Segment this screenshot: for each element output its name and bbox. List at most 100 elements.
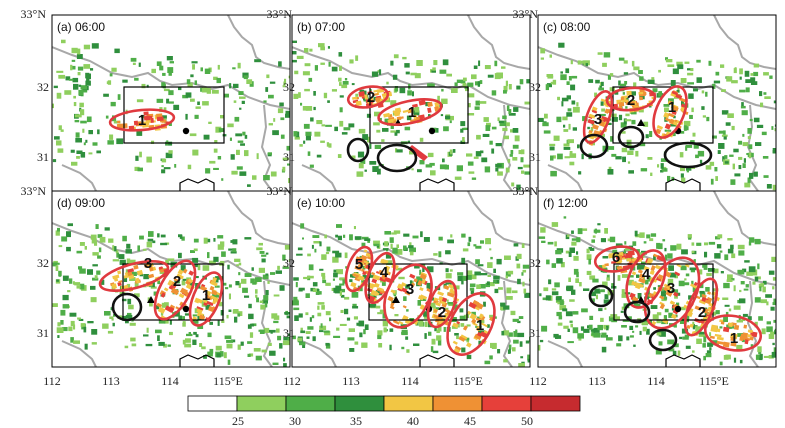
storm-cell-ring xyxy=(593,245,641,273)
lat-label: 31 xyxy=(529,326,541,340)
map-panel: 6 43 2 1 (f) 12:00 xyxy=(537,190,777,368)
panel-label: (d) 09:00 xyxy=(57,196,105,210)
colorbar-tick-label: 40 xyxy=(407,414,419,428)
highlight-ring xyxy=(111,292,143,322)
highlight-ring xyxy=(346,137,370,163)
lat-label: 32 xyxy=(283,80,295,94)
lon-label: 115°E xyxy=(453,374,483,388)
lat-label: 32 xyxy=(283,256,295,270)
station-triangle xyxy=(637,119,645,126)
panel-label: (f) 12:00 xyxy=(543,196,588,210)
storm-cell-number: 2 xyxy=(438,304,446,321)
colorbar-segment xyxy=(432,395,483,412)
panel-frame xyxy=(51,190,291,368)
storm-cell-ring xyxy=(153,259,197,321)
boundary-outline xyxy=(419,178,455,191)
colorbar-segment xyxy=(334,395,385,412)
lat-label: 33°N xyxy=(267,184,293,198)
map-panel: 2 1 (b) 07:00 xyxy=(291,14,531,192)
movement-arrow xyxy=(408,145,428,161)
map-background xyxy=(292,15,530,191)
boundary-outline xyxy=(665,354,701,367)
storm-cell-number: 3 xyxy=(144,255,152,272)
storm-cell-number: 1 xyxy=(202,287,210,304)
highlight-ring xyxy=(623,300,651,324)
lon-label: 114 xyxy=(401,374,419,388)
station-dot xyxy=(182,127,190,135)
lat-label: 33°N xyxy=(513,7,539,21)
storm-cell-ring xyxy=(605,86,657,112)
map-panel: 1 (a) 06:00 xyxy=(51,14,291,192)
lon-label: 112 xyxy=(43,374,61,388)
province-border xyxy=(52,15,290,191)
storm-cell-ring xyxy=(346,85,390,109)
storm-cell-number: 1 xyxy=(668,99,676,116)
station-triangle xyxy=(392,296,400,303)
lat-label: 31 xyxy=(37,326,49,340)
radar-echo xyxy=(52,39,290,187)
station-dot xyxy=(182,305,190,313)
study-area-box xyxy=(612,86,714,144)
map-panel: 5 43 2 1 (e) 10:00 xyxy=(291,190,531,368)
map-panel: 3 2 1 (c) 08:00 xyxy=(537,14,777,192)
study-area-box xyxy=(369,86,469,144)
storm-cell-number: 4 xyxy=(642,266,651,283)
storm-cell-number: 6 xyxy=(612,249,620,266)
station-dot xyxy=(428,127,436,135)
storm-cell-number: 1 xyxy=(138,112,146,129)
storm-cell-ring xyxy=(426,279,458,329)
highlight-ring xyxy=(663,141,713,169)
boundary-outline xyxy=(665,178,701,191)
colorbar-tick-label: 25 xyxy=(232,414,244,428)
storm-cell-ring xyxy=(383,263,433,329)
storm-cell-number: 1 xyxy=(408,104,416,121)
storm-cell-ring xyxy=(652,85,688,139)
colorbar-segment xyxy=(530,395,581,412)
storm-cell-ring xyxy=(643,256,701,330)
panel-frame xyxy=(537,190,777,368)
storm-cell-ring xyxy=(188,271,224,327)
lon-label: 112 xyxy=(529,374,547,388)
lat-label: 33°N xyxy=(21,7,47,21)
lat-label: 32 xyxy=(529,80,541,94)
highlight-ring xyxy=(588,284,614,308)
lon-label: 113 xyxy=(588,374,606,388)
colorbar-segment xyxy=(285,395,336,412)
lat-label: 32 xyxy=(37,80,49,94)
map-panel: 3 2 1 (d) 09:00 xyxy=(51,190,291,368)
storm-cell-number: 1 xyxy=(476,317,484,334)
lat-label: 31 xyxy=(283,150,295,164)
boundary-outline xyxy=(419,354,455,367)
storm-cell-number: 3 xyxy=(667,280,675,297)
storm-cell-number: 3 xyxy=(594,111,602,128)
colorbar-segment xyxy=(481,395,532,412)
radar-echo xyxy=(538,216,776,366)
storm-cell-ring xyxy=(683,277,719,337)
panel-label: (b) 07:00 xyxy=(297,20,345,34)
storm-cell-ring xyxy=(377,98,443,126)
study-area-box xyxy=(123,86,225,144)
boundary-outline xyxy=(179,178,215,191)
colorbar-segment xyxy=(383,395,434,412)
boundary-outline xyxy=(179,354,215,367)
radar-echo xyxy=(52,223,290,367)
lon-label: 113 xyxy=(342,374,360,388)
colorbar-tick-label: 45 xyxy=(464,414,476,428)
colorbar-tick-label: 35 xyxy=(350,414,362,428)
colorbar-segment xyxy=(187,395,238,412)
storm-cell-ring xyxy=(703,314,763,352)
panel-frame xyxy=(291,190,531,368)
lat-label: 31 xyxy=(529,150,541,164)
lon-label: 112 xyxy=(283,374,301,388)
storm-cell-number: 1 xyxy=(730,330,738,347)
storm-cell-number: 2 xyxy=(173,273,181,290)
station-dot xyxy=(674,305,682,313)
lon-label: 115°E xyxy=(213,374,243,388)
storm-cell-ring xyxy=(108,108,176,132)
storm-cell-number: 2 xyxy=(627,92,635,109)
lon-label: 115°E xyxy=(699,374,729,388)
radar-echo xyxy=(538,42,776,191)
lat-label: 32 xyxy=(37,256,49,270)
lat-label: 32 xyxy=(529,256,541,270)
